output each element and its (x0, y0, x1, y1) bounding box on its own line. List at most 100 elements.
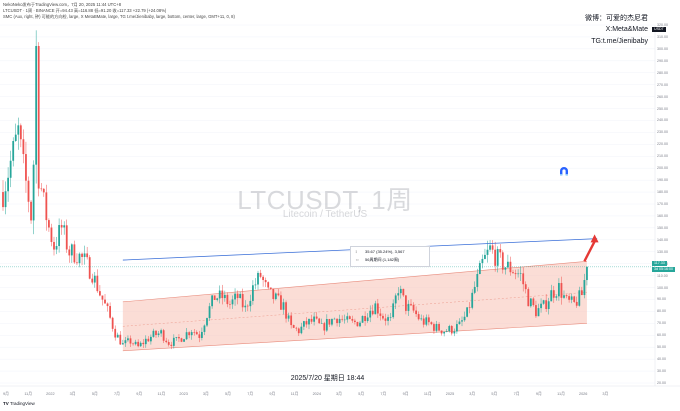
candle (162, 328, 165, 344)
weibo-text: 微博：可爱的杰尼君 (585, 15, 648, 22)
x-tick-label: 5月 (491, 392, 498, 396)
candle (180, 337, 183, 343)
y-tick-label: 320.00 (657, 23, 668, 27)
candle (229, 300, 231, 309)
candle (292, 324, 295, 329)
magnet-icon[interactable] (558, 165, 570, 177)
x-tick-label: 7月 (380, 392, 387, 396)
y-tick-label: 260.00 (657, 94, 668, 99)
candle (371, 304, 374, 316)
candle (58, 218, 60, 253)
candle (290, 312, 293, 329)
candle (45, 184, 48, 231)
candle (514, 269, 517, 280)
x-tick-label: 9月 (535, 392, 542, 396)
candle (481, 254, 484, 269)
candle (489, 240, 491, 252)
candle (63, 221, 66, 235)
candle (17, 117, 20, 150)
candle (68, 245, 71, 263)
candle (586, 266, 588, 286)
candle (40, 183, 43, 192)
candle (354, 318, 356, 325)
tooltip-line1: 35.67 (35.24%), 3,567 (365, 249, 405, 254)
candle (369, 305, 372, 323)
candle (86, 246, 89, 260)
candle (440, 330, 443, 336)
candle (450, 325, 453, 336)
trend-lines (0, 234, 655, 268)
candle (453, 328, 456, 337)
candle (165, 337, 168, 344)
candle (139, 341, 142, 347)
candle (563, 290, 565, 299)
candle (300, 322, 303, 335)
candle (529, 297, 532, 308)
chart-header-line1: NekoNeko发布于TradingView.com，7月 20, 2025 1… (3, 2, 122, 7)
candle (463, 311, 466, 322)
candle (78, 252, 81, 268)
candle (4, 181, 7, 215)
candle (389, 312, 392, 322)
candle (226, 292, 229, 308)
candle (53, 236, 55, 256)
candle (274, 292, 277, 301)
datestamp: 2025/7/20 星期日 18:44 (290, 375, 365, 382)
candles (2, 30, 588, 350)
candle (308, 318, 310, 330)
candle (547, 297, 550, 315)
candle (262, 275, 264, 287)
candle (269, 287, 272, 290)
candle (527, 287, 530, 307)
candle (313, 312, 315, 326)
candle (338, 314, 341, 327)
x-tick-label: 3月 (69, 392, 76, 396)
candle (277, 289, 280, 297)
candle (137, 339, 140, 348)
candle (374, 300, 377, 315)
candle (96, 269, 99, 293)
price-channel (122, 260, 587, 352)
candle (333, 317, 336, 320)
candle (540, 298, 542, 313)
candle (50, 223, 53, 247)
candle (241, 288, 244, 312)
candle (494, 241, 497, 272)
arrow-up-icon (583, 240, 596, 262)
x-tick-label: 11月 (557, 392, 565, 396)
candle (285, 300, 287, 323)
candle (456, 320, 458, 334)
x-tick-label: 3月 (469, 392, 476, 396)
y-tick-label: 230.00 (657, 130, 668, 135)
y-tick-label: 50.00 (657, 345, 666, 350)
candle (535, 300, 537, 318)
candle (183, 338, 185, 342)
candle (175, 336, 178, 341)
y-tick-label: 140.00 (657, 237, 668, 242)
y-tick-label: 190.00 (657, 178, 668, 183)
candle (114, 325, 117, 341)
tradingview-logo-icon[interactable]: TV TradingView (3, 401, 35, 406)
x-tick-label: 3月 (602, 392, 609, 396)
candle (2, 180, 4, 211)
candle (410, 299, 412, 307)
x-tick-label: 7月 (247, 392, 254, 396)
y-tick-label: 40.00 (657, 357, 666, 362)
candle (170, 341, 173, 350)
y-tick-label: 30.00 (657, 369, 666, 374)
candle (315, 312, 318, 320)
y-tick-label: 20.00 (657, 381, 666, 385)
candle (188, 331, 191, 339)
candle (382, 313, 384, 321)
candle (201, 327, 203, 341)
candle (30, 200, 32, 224)
x-tick-label: 2022 (46, 392, 55, 396)
x-tick-label: 5月 (225, 392, 231, 396)
candle (152, 328, 155, 338)
candle (124, 336, 127, 347)
candle (127, 335, 129, 342)
candle (466, 307, 468, 318)
candle (325, 314, 328, 332)
candle (249, 294, 252, 312)
